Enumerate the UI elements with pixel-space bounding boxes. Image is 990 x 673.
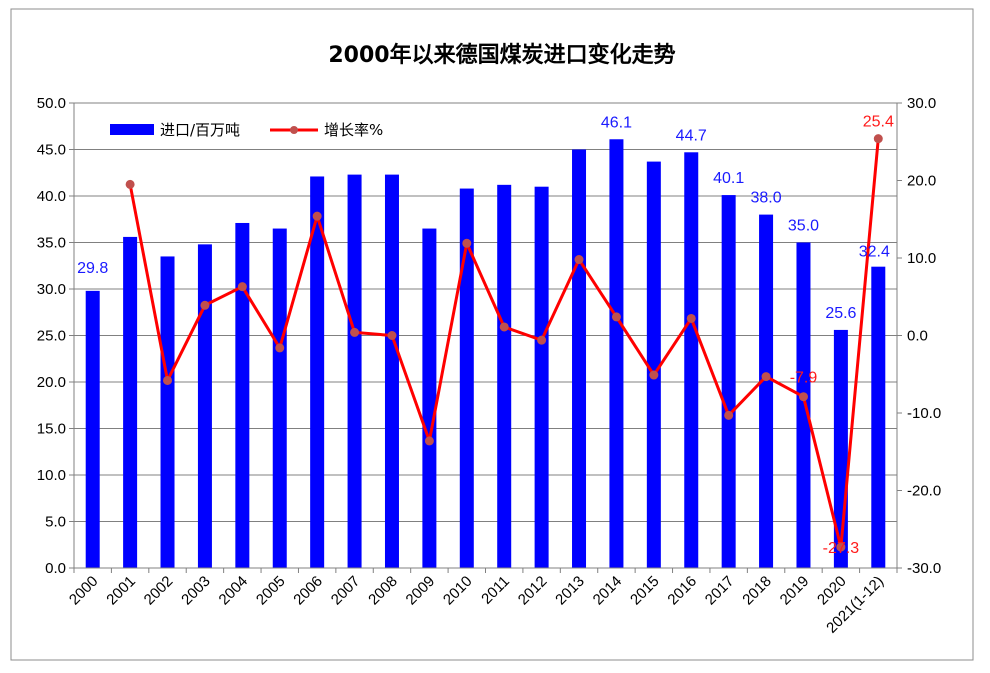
growth-rate-point (237, 282, 247, 292)
growth-rate-point (761, 372, 771, 382)
growth-rate-point (424, 436, 434, 446)
growth-rate-point (836, 542, 846, 552)
growth-rate-point (798, 392, 808, 402)
bar (796, 242, 811, 568)
growth-rate-point (499, 322, 509, 332)
legend-label-imports: 进口/百万吨 (160, 121, 240, 139)
growth-rate-point (200, 300, 210, 310)
legend-swatch-imports (110, 124, 154, 135)
left-axis-tick-label: 50.0 (37, 95, 66, 112)
bar (422, 228, 437, 569)
growth-rate-point (537, 335, 547, 345)
right-axis-tick-label: 10.0 (907, 250, 936, 267)
bar (459, 188, 474, 568)
right-axis-tick-label: 30.0 (907, 95, 936, 112)
bar (759, 214, 774, 568)
bar (572, 149, 587, 568)
bar (123, 236, 138, 569)
bar-data-label: 32.4 (859, 244, 890, 261)
bar-data-label: 38.0 (750, 190, 781, 207)
bar-data-label: 40.1 (713, 170, 744, 187)
growth-rate-point (649, 370, 659, 380)
bar-data-label: 25.6 (825, 305, 856, 322)
left-axis-tick-label: 45.0 (37, 142, 66, 159)
bar (384, 174, 399, 569)
line-data-label: 25.4 (863, 114, 894, 131)
bar (272, 228, 287, 569)
data-labels: 29.8 46.1 44.7 40.1 38.0 35.0 25.6 32.4 -7.9 -27.… (77, 114, 894, 557)
bar-data-label: 29.8 (77, 260, 108, 277)
bar (609, 139, 624, 568)
left-axis-tick-label: 10.0 (37, 467, 66, 484)
right-axis-tick-label: -10.0 (907, 405, 941, 422)
left-axis-tick-label: 0.0 (45, 560, 66, 577)
bar (871, 266, 886, 568)
left-axis-tick-label: 40.0 (37, 188, 66, 205)
bar (160, 256, 175, 568)
bar (684, 152, 699, 569)
right-axis-tick-label: -20.0 (907, 483, 941, 500)
growth-rate-point (275, 343, 285, 353)
growth-rate-point (387, 331, 397, 340)
growth-rate-point (125, 179, 135, 189)
bar (721, 195, 736, 568)
bar (497, 184, 512, 568)
right-axis-tick-label: 0.0 (907, 328, 928, 345)
legend-marker-growth (290, 126, 298, 134)
line-data-label: -27.3 (823, 540, 860, 557)
chart-title: 2000年以来德国煤炭进口变化走势 (328, 42, 675, 68)
bar-series (85, 139, 886, 569)
chart-frame (10, 8, 974, 661)
bar-data-label: 44.7 (676, 127, 707, 144)
growth-rate-point (724, 410, 734, 420)
bar-data-label: 35.0 (788, 218, 819, 235)
bar (197, 244, 212, 569)
right-axis-tick-label: -30.0 (907, 560, 941, 577)
bar (85, 290, 100, 568)
legend-label-growth: 增长率% (324, 121, 383, 139)
bar (310, 176, 325, 568)
left-axis-tick-label: 30.0 (37, 281, 66, 298)
growth-rate-point (873, 134, 883, 144)
bar (534, 186, 549, 568)
left-axis-tick-label: 20.0 (37, 374, 66, 391)
growth-rate-point (163, 375, 173, 385)
growth-rate-point (611, 312, 621, 322)
right-axis-tick-label: 20.0 (907, 173, 936, 190)
line-data-label: -7.9 (790, 370, 818, 387)
line-series (125, 134, 883, 552)
growth-rate-point (574, 255, 584, 265)
growth-rate-point (312, 211, 322, 221)
legend: 进口/百万吨 增长率% (110, 121, 383, 139)
left-axis-tick-label: 25.0 (37, 328, 66, 345)
growth-rate-point (686, 313, 696, 323)
growth-rate-point (462, 238, 472, 248)
bar-data-label: 46.1 (601, 114, 632, 131)
left-axis-tick-label: 35.0 (37, 235, 66, 252)
bar (646, 161, 661, 568)
left-axis-tick-label: 5.0 (45, 514, 66, 531)
bar (347, 174, 362, 569)
growth-rate-point (350, 327, 360, 337)
left-axis-tick-label: 15.0 (37, 421, 66, 438)
bar (235, 222, 250, 568)
